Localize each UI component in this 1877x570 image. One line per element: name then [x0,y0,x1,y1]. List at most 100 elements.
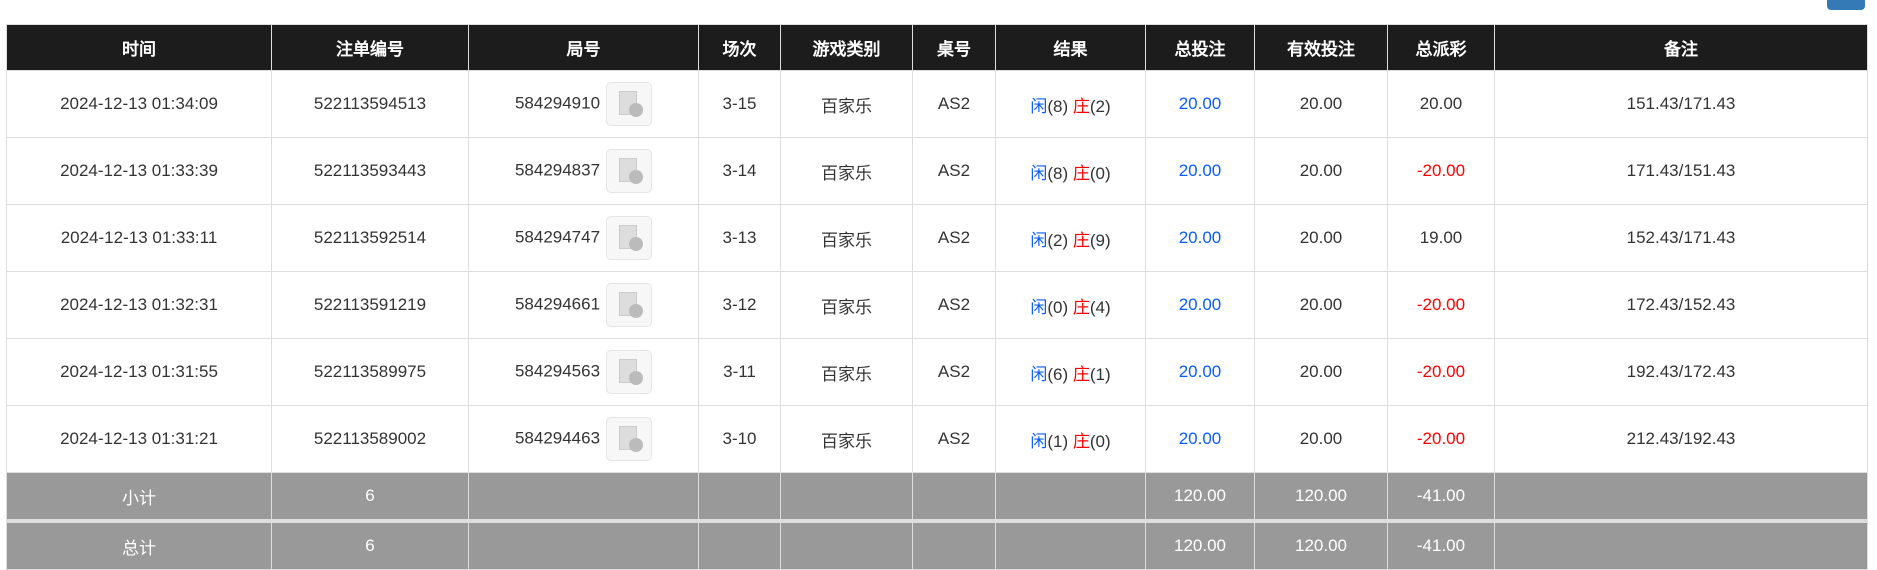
bet-id: 522113594513 [271,70,469,138]
result: 闲(8) 庄(0) [995,137,1146,205]
payout: -20.00 [1387,338,1495,406]
subtotal-row: 小计 6 120.00 120.00 -41.00 [6,472,1868,522]
player-label: 闲 [1030,163,1048,183]
summary-payout: -41.00 [1387,519,1495,570]
bet-id: 522113591219 [271,271,469,339]
remark: 171.43/151.43 [1494,137,1868,205]
total-bet: 20.00 [1145,204,1255,272]
video-replay-icon[interactable] [606,216,653,260]
table-row: 2024-12-13 01:34:09 522113594513 5842949… [6,70,1868,138]
valid-bet: 20.00 [1254,70,1388,138]
bet-records-table: 时间 注单编号 局号 场次 游戏类别 桌号 结果 总投注 有效投注 总派彩 备注 2024-12-1… [6,24,1868,570]
table-row: 2024-12-13 01:33:11 522113592514 5842947… [6,204,1868,272]
table-number: AS2 [912,271,996,339]
table-number: AS2 [912,405,996,473]
valid-bet: 20.00 [1254,405,1388,473]
summary-valid-bet: 120.00 [1254,472,1388,522]
remark: 172.43/152.43 [1494,271,1868,339]
game-type: 百家乐 [780,405,913,473]
player-points: (6) [1047,364,1069,384]
summary-count: 6 [271,472,469,522]
banker-points: (0) [1089,163,1111,183]
table-number: AS2 [912,204,996,272]
remark: 151.43/171.43 [1494,70,1868,138]
total-bet: 20.00 [1145,338,1255,406]
table-row: 2024-12-13 01:31:21 522113589002 5842944… [6,405,1868,473]
table-number: AS2 [912,137,996,205]
column-header: 总投注 [1145,24,1255,71]
table-row: 2024-12-13 01:32:31 522113591219 5842946… [6,271,1868,339]
round-number: 584294747 [514,227,601,247]
bet-time: 2024-12-13 01:31:55 [6,338,272,406]
round-number: 584294563 [514,361,601,381]
total-row: 总计 6 120.00 120.00 -41.00 [6,519,1868,570]
banker-label: 庄 [1072,431,1090,451]
round-number: 584294463 [514,428,601,448]
column-header: 桌号 [912,24,996,71]
player-points: (8) [1047,163,1069,183]
payout: 20.00 [1387,70,1495,138]
payout: -20.00 [1387,271,1495,339]
video-replay-icon[interactable] [606,149,653,193]
valid-bet: 20.00 [1254,137,1388,205]
total-bet: 20.00 [1145,70,1255,138]
column-header: 备注 [1494,24,1868,71]
player-points: (8) [1047,96,1069,116]
summary-valid-bet: 120.00 [1254,519,1388,570]
game-type: 百家乐 [780,338,913,406]
table-row: 2024-12-13 01:33:39 522113593443 5842948… [6,137,1868,205]
shoe: 3-10 [698,405,781,473]
result: 闲(6) 庄(1) [995,338,1146,406]
video-replay-icon[interactable] [606,82,653,126]
table-number: AS2 [912,338,996,406]
summary-count: 6 [271,519,469,570]
round-cell: 584294747 [468,204,699,272]
bet-time: 2024-12-13 01:33:11 [6,204,272,272]
video-replay-icon[interactable] [606,417,653,461]
total-bet: 20.00 [1145,405,1255,473]
bet-id: 522113589002 [271,405,469,473]
summary-label: 小计 [6,472,272,522]
summary-total-bet: 120.00 [1145,519,1255,570]
banker-label: 庄 [1072,163,1090,183]
result: 闲(0) 庄(4) [995,271,1146,339]
round-number: 584294661 [514,294,601,314]
column-header: 结果 [995,24,1146,71]
round-cell: 584294661 [468,271,699,339]
player-label: 闲 [1030,96,1048,116]
remark: 212.43/192.43 [1494,405,1868,473]
bet-time: 2024-12-13 01:33:39 [6,137,272,205]
column-header: 游戏类别 [780,24,913,71]
summary-total-bet: 120.00 [1145,472,1255,522]
shoe: 3-15 [698,70,781,138]
valid-bet: 20.00 [1254,338,1388,406]
column-header: 场次 [698,24,781,71]
player-points: (1) [1047,431,1069,451]
round-cell: 584294563 [468,338,699,406]
payout: -20.00 [1387,137,1495,205]
banker-points: (4) [1089,297,1111,317]
round-cell: 584294463 [468,405,699,473]
table-header-row: 时间 注单编号 局号 场次 游戏类别 桌号 结果 总投注 有效投注 总派彩 备注 [6,24,1868,71]
column-header: 有效投注 [1254,24,1388,71]
table-number: AS2 [912,70,996,138]
banker-points: (9) [1089,230,1111,250]
player-label: 闲 [1030,431,1048,451]
result: 闲(2) 庄(9) [995,204,1146,272]
video-replay-icon[interactable] [606,283,653,327]
shoe: 3-14 [698,137,781,205]
banker-label: 庄 [1072,96,1090,116]
payout: 19.00 [1387,204,1495,272]
banker-points: (2) [1089,96,1111,116]
bet-id: 522113589975 [271,338,469,406]
summary-payout: -41.00 [1387,472,1495,522]
table-row: 2024-12-13 01:31:55 522113589975 5842945… [6,338,1868,406]
bet-time: 2024-12-13 01:34:09 [6,70,272,138]
bet-time: 2024-12-13 01:31:21 [6,405,272,473]
player-label: 闲 [1030,230,1048,250]
banker-points: (1) [1089,364,1111,384]
top-action-button[interactable] [1827,0,1865,10]
player-points: (0) [1047,297,1069,317]
column-header: 注单编号 [271,24,469,71]
video-replay-icon[interactable] [606,350,653,394]
